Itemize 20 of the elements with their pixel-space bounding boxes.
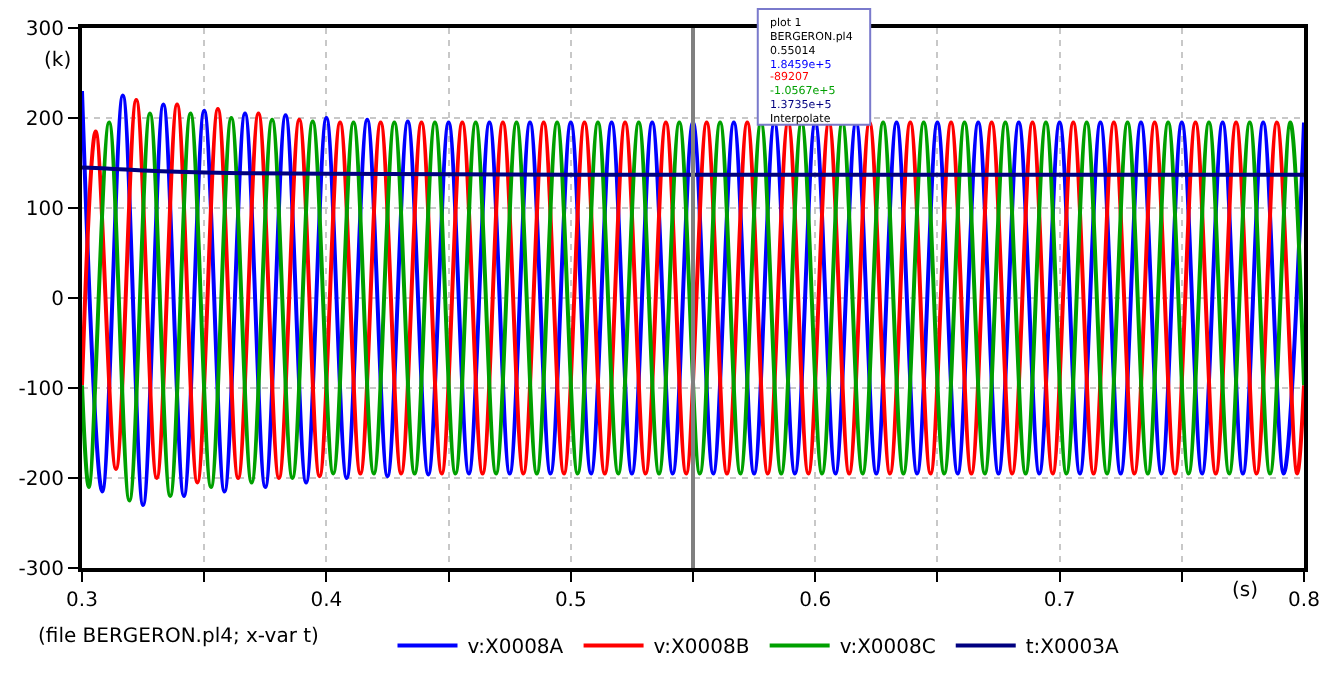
- legend-label: v:X0008C: [839, 637, 936, 660]
- x-tick-label: 0.6: [799, 590, 832, 612]
- x-tick-label: 0.8: [1288, 590, 1320, 612]
- x-tick-label: 0.5: [554, 590, 587, 612]
- y-tick-label: 100: [25, 199, 64, 221]
- y-tick-label: -100: [18, 379, 64, 401]
- x-axis-title: (s): [1232, 580, 1259, 602]
- text: (file BERGERON.pl4; x-var t): [38, 626, 320, 648]
- legend-label: v:X0008B: [653, 637, 750, 660]
- y-tick-label: 300: [25, 19, 64, 41]
- x-tick-label: 0.3: [66, 590, 98, 612]
- x-tick-label: 0.7: [1043, 590, 1076, 612]
- legend-label: v:X0008A: [467, 637, 564, 660]
- y-tick-label: -200: [18, 469, 64, 491]
- legend-label: t:X0003A: [1025, 637, 1119, 660]
- y-tick-label: -300: [18, 559, 64, 581]
- y-axis-title: (k): [44, 50, 72, 72]
- y-tick-label: 200: [25, 109, 64, 131]
- y-tick-label: 0: [51, 289, 64, 311]
- x-tick-label: 0.4: [310, 590, 343, 612]
